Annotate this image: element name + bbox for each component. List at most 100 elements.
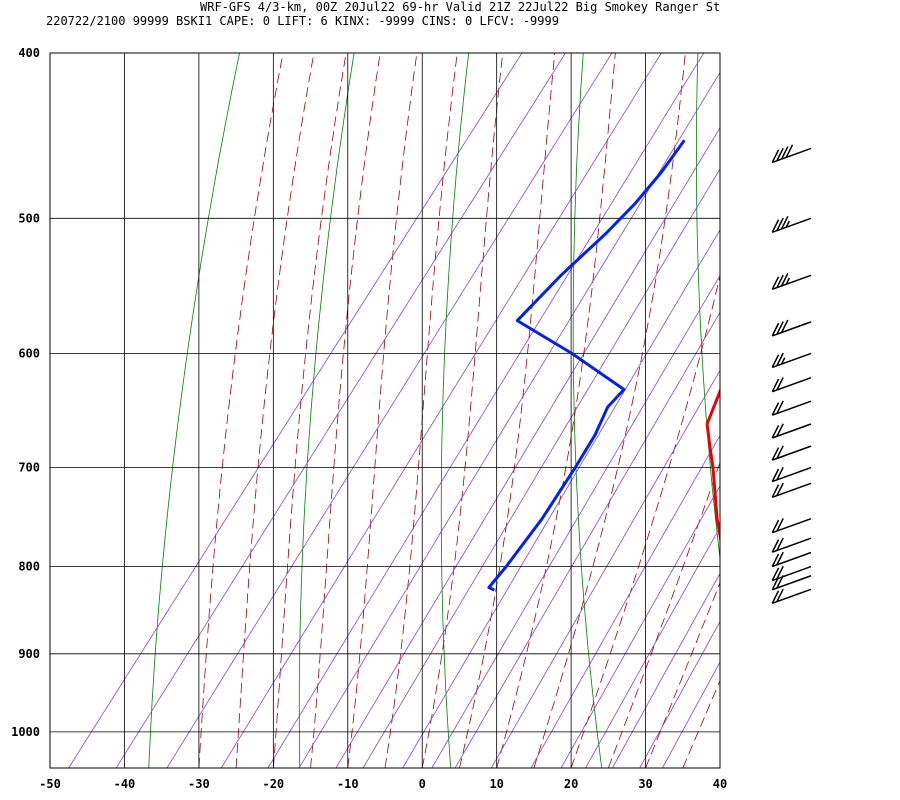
mixing-ratio-line bbox=[530, 434, 720, 768]
wind-barb-staff bbox=[772, 217, 812, 234]
sounding-traces bbox=[487, 139, 720, 592]
wind-barb bbox=[771, 518, 812, 534]
wind-barb bbox=[771, 216, 812, 234]
wind-barb-feather bbox=[780, 216, 789, 230]
pressure-tick-label: 600 bbox=[18, 346, 40, 360]
wind-barb bbox=[771, 565, 812, 582]
wind-barb-feather bbox=[776, 147, 784, 162]
wind-barb-feather bbox=[771, 219, 780, 233]
wind-barb-feather bbox=[776, 352, 784, 367]
wind-barb-feather bbox=[785, 277, 791, 285]
wind-barb bbox=[771, 466, 812, 483]
mixing-ratio-line bbox=[166, 53, 613, 768]
mixing-ratio-line bbox=[115, 53, 566, 768]
wind-barb-feather bbox=[785, 144, 794, 158]
wind-barb bbox=[771, 319, 812, 337]
temperature-tick-label: -30 bbox=[188, 777, 210, 791]
wind-barb-feather bbox=[771, 447, 780, 461]
wind-barb-feather bbox=[771, 553, 780, 567]
wind-barb-staff bbox=[772, 445, 812, 461]
pressure-tick-label: 800 bbox=[18, 560, 40, 574]
wind-barb-feather bbox=[780, 273, 789, 287]
chart-title: WRF-GFS 4/3-km, 00Z 20Jul22 69-hr Valid … bbox=[200, 0, 720, 14]
moist-adiabat bbox=[459, 53, 556, 768]
moist-adiabat bbox=[310, 53, 381, 768]
wind-barb-feather bbox=[776, 377, 784, 391]
wind-barb-feather bbox=[771, 354, 780, 368]
wind-barb-feather bbox=[776, 445, 784, 459]
moist-adiabat bbox=[384, 53, 458, 768]
temperature-tick-label: 40 bbox=[713, 777, 727, 791]
wind-barb-feather bbox=[785, 220, 791, 228]
wind-barb bbox=[771, 144, 812, 164]
wind-barb-feather bbox=[771, 276, 780, 290]
temperature-tick-label: -40 bbox=[114, 777, 136, 791]
wind-barb-feather bbox=[776, 217, 784, 231]
pressure-tick-label: 900 bbox=[18, 647, 40, 661]
wind-barb-feather bbox=[776, 565, 784, 580]
temperature-axis: -50 -40 -30 -20 -10 0 10 20 30 40 bbox=[39, 777, 727, 791]
mixing-ratio-line bbox=[490, 369, 720, 768]
plot-frame bbox=[49, 52, 721, 769]
wind-barb-feather bbox=[780, 146, 789, 160]
mixing-ratio-line bbox=[220, 53, 662, 768]
mixing-ratio-line bbox=[454, 311, 720, 768]
wind-barb-feather bbox=[771, 468, 780, 482]
wind-barb-staff bbox=[772, 376, 812, 393]
mixing-ratio-line bbox=[298, 71, 720, 768]
wind-barb-feather bbox=[780, 319, 789, 333]
wind-barb-feather bbox=[776, 551, 784, 566]
wind-barb-feather bbox=[776, 321, 784, 335]
wind-barb-feather bbox=[771, 519, 780, 534]
wind-barb-feather bbox=[771, 425, 780, 439]
dry-adiabat bbox=[572, 53, 603, 768]
mixing-ratio-line bbox=[431, 274, 720, 768]
wind-barb-feather bbox=[771, 378, 780, 393]
dry-adiabat bbox=[148, 53, 240, 768]
moist-adiabat bbox=[533, 53, 686, 768]
mixing-ratio-line bbox=[402, 229, 720, 768]
wind-barb-staff bbox=[772, 147, 812, 164]
wind-barb-feather bbox=[771, 322, 780, 337]
wind-barb-feather bbox=[780, 357, 786, 365]
wind-barb-feather bbox=[776, 400, 784, 414]
wind-barb bbox=[771, 482, 812, 499]
mixing-ratio-line bbox=[612, 572, 720, 768]
wind-barb-feather bbox=[776, 482, 784, 496]
mixing-ratio-line bbox=[662, 661, 720, 768]
wind-barb-feather bbox=[771, 149, 780, 163]
moist-adiabat bbox=[421, 53, 504, 768]
moist-adiabat bbox=[496, 53, 616, 768]
dry-adiabat bbox=[812, 15, 900, 768]
wind-barb bbox=[771, 423, 812, 439]
wind-barb-staff bbox=[772, 565, 812, 582]
mixing-ratio-line bbox=[362, 168, 720, 768]
wind-barb-feather bbox=[776, 537, 784, 551]
mixing-ratio-line bbox=[585, 526, 720, 768]
temperature-tick-label: -20 bbox=[262, 777, 284, 791]
wind-barb-staff bbox=[772, 321, 812, 337]
wind-barb bbox=[771, 273, 812, 291]
background-lines bbox=[68, 15, 900, 768]
wind-barb-staff bbox=[772, 400, 812, 416]
mixing-ratio-line bbox=[68, 53, 523, 768]
wind-barb-feather bbox=[771, 484, 780, 498]
moist-adiabat bbox=[570, 273, 720, 768]
mixing-ratio-line bbox=[560, 485, 720, 768]
wind-barb bbox=[771, 376, 812, 393]
moist-adiabat bbox=[607, 461, 720, 768]
wind-barb-staff bbox=[772, 482, 812, 499]
moist-adiabat bbox=[719, 767, 720, 768]
moist-adiabat bbox=[272, 53, 347, 768]
pressure-tick-label: 700 bbox=[18, 461, 40, 475]
mixing-ratio-line bbox=[335, 126, 720, 768]
temperature-tick-label: 30 bbox=[638, 777, 652, 791]
wind-barb-feather bbox=[771, 590, 780, 604]
wind-barb bbox=[771, 537, 812, 553]
wind-barb-staff bbox=[772, 575, 812, 591]
wind-barb-staff bbox=[772, 352, 812, 369]
pressure-tick-label: 400 bbox=[18, 46, 40, 60]
wind-barb-feather bbox=[776, 518, 784, 532]
temperature-trace bbox=[705, 387, 720, 544]
